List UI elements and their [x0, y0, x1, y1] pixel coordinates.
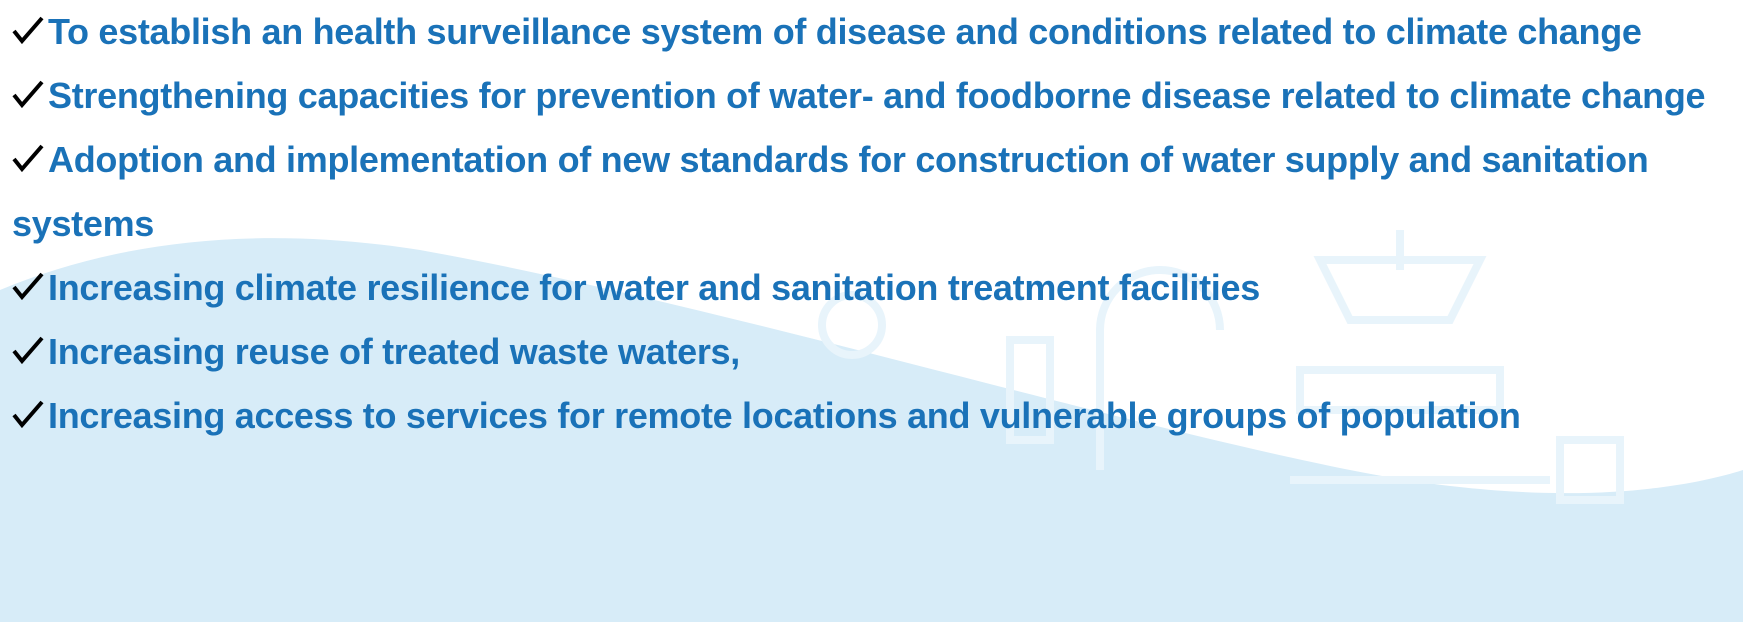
bullet-text: Increasing climate resilience for water …: [48, 267, 1260, 308]
check-icon: [12, 336, 44, 364]
bullet-item: Increasing access to services for remote…: [12, 384, 1737, 448]
check-mark: [14, 82, 42, 105]
bullet-text: To establish an health surveillance syst…: [48, 11, 1642, 52]
bullet-text: Strengthening capacities for prevention …: [48, 75, 1705, 116]
check-icon: [12, 144, 44, 172]
check-mark: [14, 146, 42, 169]
check-icon: [12, 80, 44, 108]
check-mark: [14, 18, 42, 41]
check-icon: [12, 16, 44, 44]
check-mark: [14, 402, 42, 425]
bullet-item: Increasing reuse of treated waste waters…: [12, 320, 1737, 384]
check-mark: [14, 338, 42, 361]
bullet-text: Increasing access to services for remote…: [48, 395, 1521, 436]
bullet-item: Adoption and implementation of new stand…: [12, 128, 1737, 256]
check-mark: [14, 274, 42, 297]
bullet-text: Adoption and implementation of new stand…: [12, 139, 1649, 244]
bullet-item: Strengthening capacities for prevention …: [12, 64, 1737, 128]
slide: To establish an health surveillance syst…: [0, 0, 1743, 622]
check-icon: [12, 272, 44, 300]
bullet-list: To establish an health surveillance syst…: [12, 0, 1737, 448]
bullet-item: To establish an health surveillance syst…: [12, 0, 1737, 64]
check-icon: [12, 400, 44, 428]
bullet-text: Increasing reuse of treated waste waters…: [48, 331, 740, 372]
bullet-item: Increasing climate resilience for water …: [12, 256, 1737, 320]
